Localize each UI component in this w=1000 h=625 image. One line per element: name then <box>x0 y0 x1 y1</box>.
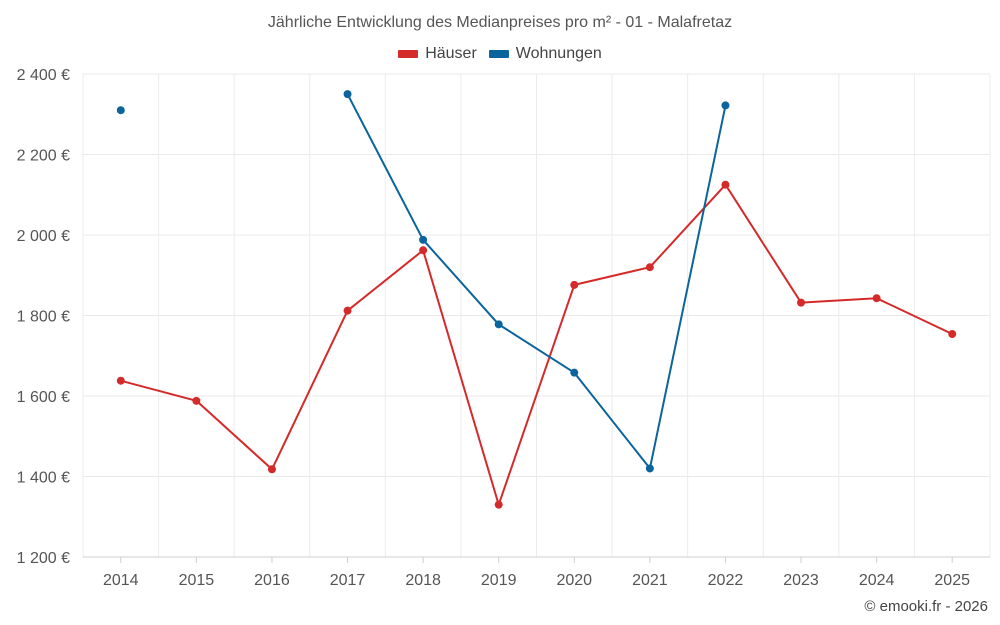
data-point-haeuser <box>419 246 428 255</box>
x-tick-label: 2014 <box>103 572 139 589</box>
data-point-haeuser <box>192 396 201 405</box>
x-tick-label: 2023 <box>783 572 819 589</box>
y-tick-label: 2 000 € <box>17 228 70 245</box>
legend-label-wohnungen: Wohnungen <box>515 45 602 62</box>
data-point-haeuser <box>116 376 125 385</box>
data-point-wohnungen <box>494 320 503 329</box>
x-tick-label: 2021 <box>632 572 668 589</box>
data-point-wohnungen <box>419 235 428 244</box>
y-tick-label: 1 200 € <box>17 550 70 567</box>
y-tick-label: 1 400 € <box>17 470 70 487</box>
data-point-wohnungen <box>343 90 352 99</box>
y-tick-label: 1 600 € <box>17 389 70 406</box>
series-line-haeuser <box>120 183 953 506</box>
legend-swatch-haeuser <box>398 50 419 58</box>
data-point-haeuser <box>570 280 579 289</box>
data-point-haeuser <box>267 465 276 474</box>
x-tick-label: 2025 <box>934 572 970 589</box>
x-tick-label: 2017 <box>330 572 366 589</box>
x-tick-label: 2015 <box>179 572 215 589</box>
x-tick-label: 2019 <box>481 572 517 589</box>
legend-item-wohnungen[interactable]: Wohnungen <box>488 45 602 63</box>
legend-label-haeuser: Häuser <box>425 45 477 62</box>
x-tick-label: 2024 <box>859 572 895 589</box>
series-line-wohnungen <box>346 93 727 470</box>
data-point-wohnungen <box>645 464 654 473</box>
x-tick-label: 2020 <box>556 572 592 589</box>
chart-title: Jährliche Entwicklung des Medianpreises … <box>267 14 733 31</box>
y-tick-label: 2 200 € <box>17 148 70 165</box>
data-point-haeuser <box>872 294 881 303</box>
x-tick-label: 2016 <box>254 572 290 589</box>
data-point-haeuser <box>948 330 957 339</box>
data-point-haeuser <box>797 298 806 307</box>
legend-item-haeuser[interactable]: Häuser <box>398 45 477 63</box>
data-point-wohnungen <box>570 368 579 377</box>
data-point-haeuser <box>721 180 730 189</box>
data-point-haeuser <box>494 500 503 509</box>
data-point-haeuser <box>645 263 654 272</box>
x-tick-label: 2022 <box>708 572 744 589</box>
data-point-wohnungen <box>721 101 730 110</box>
legend: Häuser Wohnungen <box>0 45 1000 63</box>
y-tick-label: 1 800 € <box>17 309 70 326</box>
x-tick-label: 2018 <box>405 572 441 589</box>
data-point-haeuser <box>343 306 352 315</box>
credit-text: © emooki.fr - 2026 <box>864 598 988 615</box>
data-point-wohnungen <box>116 106 125 115</box>
legend-swatch-wohnungen <box>488 50 509 58</box>
y-tick-label: 2 400 € <box>17 67 70 84</box>
